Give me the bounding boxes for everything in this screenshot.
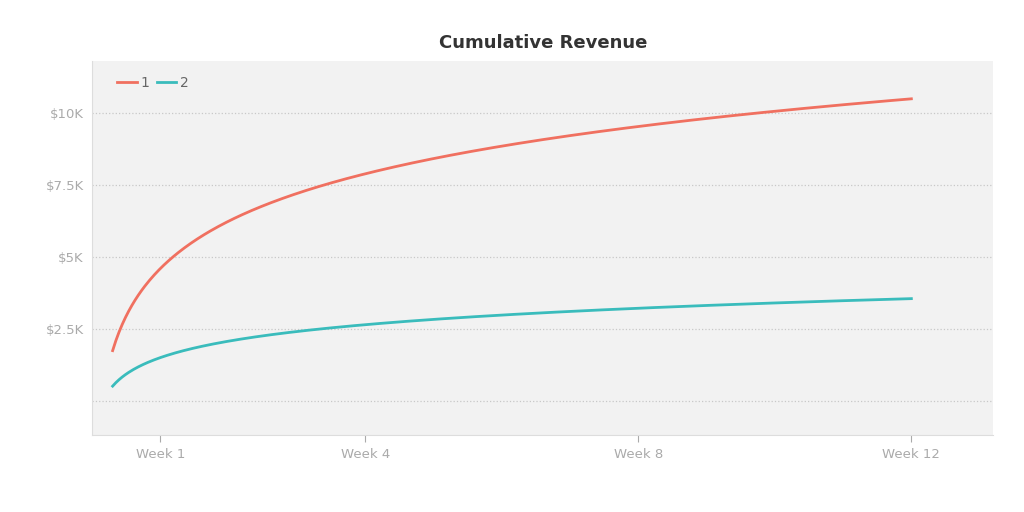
2 <box>490 312 503 318</box>
Line: 2: 2 <box>113 298 911 386</box>
Line: 1: 1 <box>113 99 911 351</box>
2 <box>539 310 551 316</box>
2 <box>761 300 773 306</box>
2 <box>485 312 498 318</box>
2 <box>582 308 594 314</box>
2 <box>905 295 918 302</box>
1 <box>582 130 594 136</box>
1 <box>539 136 551 142</box>
1 <box>106 348 119 354</box>
1 <box>485 145 498 151</box>
1 <box>761 109 773 115</box>
1 <box>886 97 898 103</box>
1 <box>490 144 503 150</box>
2 <box>886 296 898 302</box>
2 <box>106 383 119 389</box>
Title: Cumulative Revenue: Cumulative Revenue <box>438 34 647 52</box>
Legend: 1, 2: 1, 2 <box>117 76 188 90</box>
1 <box>905 96 918 102</box>
